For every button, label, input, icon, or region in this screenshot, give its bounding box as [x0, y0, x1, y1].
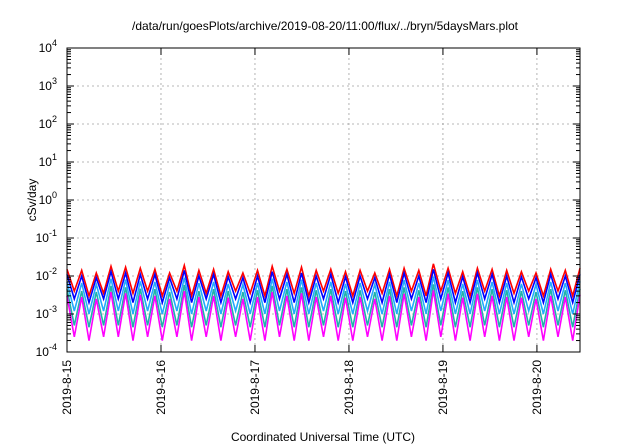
series-group: [66, 262, 581, 341]
series-line: [66, 276, 581, 315]
y-tick-label: 100: [39, 190, 57, 207]
grid: [67, 48, 580, 352]
y-tick-label: 10-3: [36, 304, 57, 321]
y-tick-label: 10-1: [36, 228, 57, 245]
y-tick-label: 102: [39, 114, 57, 131]
series-line: [66, 290, 581, 341]
x-tick-label: 2019-8-18: [342, 360, 356, 415]
ticks: 10-4 10-3 10-2 10-1 100 101 102 103 104 2019-8-15…: [36, 38, 580, 415]
x-tick-label: 2019-8-20: [530, 360, 544, 415]
series-line: [66, 262, 581, 300]
y-tick-label: 104: [39, 38, 57, 55]
y-tick-label: 103: [39, 76, 57, 93]
chart-title: /data/run/goesPlots/archive/2019-08-20/1…: [132, 19, 519, 33]
y-tick-label: 101: [39, 152, 57, 169]
x-tick-label: 2019-8-16: [154, 360, 168, 415]
series-line: [66, 268, 581, 306]
y-axis-label: cSv/day: [25, 179, 39, 222]
x-tick-label: 2019-8-19: [436, 360, 450, 415]
y-tick-label: 10-4: [36, 342, 57, 359]
x-tick-label: 2019-8-17: [248, 360, 262, 415]
x-tick-label: 2019-8-15: [60, 360, 74, 415]
x-axis-label: Coordinated Universal Time (UTC): [231, 430, 415, 444]
plot-frame: [66, 47, 581, 353]
y-tick-label: 10-2: [36, 266, 57, 283]
series-line: [66, 284, 581, 328]
